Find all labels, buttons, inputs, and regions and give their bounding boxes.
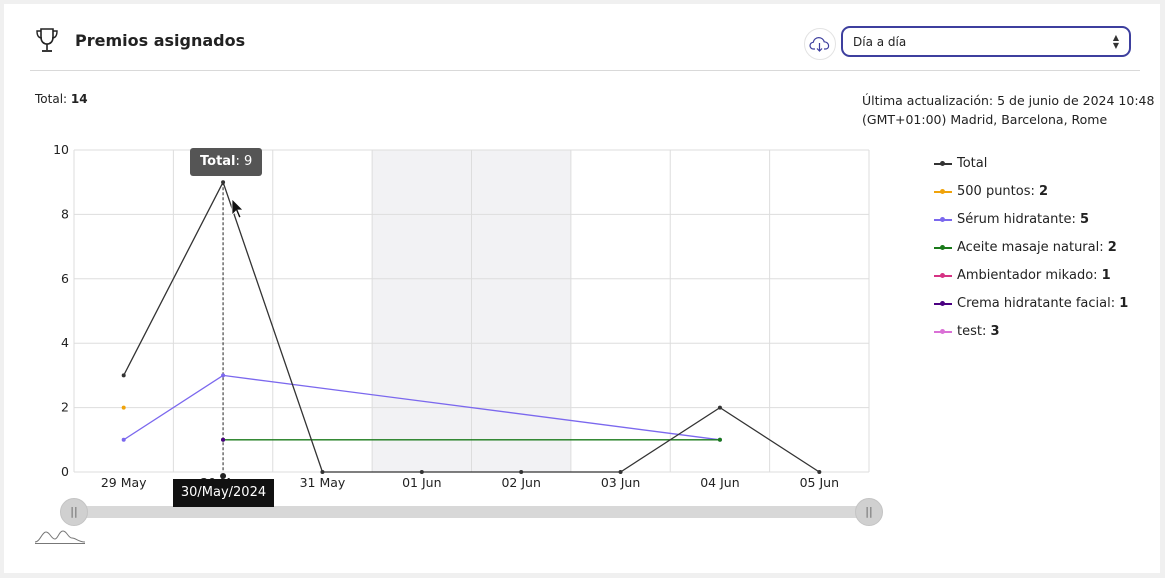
x-tick-label: 05 Jun xyxy=(800,475,839,490)
data-point xyxy=(221,437,226,442)
range-slider-right-handle[interactable]: || xyxy=(855,498,883,526)
x-tick-label: 29 May xyxy=(101,475,147,490)
data-point xyxy=(618,470,623,474)
legend-series-name: Sérum hidratante: xyxy=(957,212,1080,227)
legend-item[interactable]: Crema hidratante facial: 1 xyxy=(932,296,1152,324)
legend-series-name: Aceite masaje natural: xyxy=(957,240,1108,255)
legend-item[interactable]: Aceite masaje natural: 2 xyxy=(932,240,1152,268)
data-point xyxy=(221,373,226,378)
legend-dot xyxy=(940,161,945,166)
range-slider-left-handle[interactable]: || xyxy=(60,498,88,526)
y-tick-label: 6 xyxy=(61,271,69,286)
legend-item[interactable]: test: 3 xyxy=(932,324,1152,352)
legend-series-name: 500 puntos: xyxy=(957,184,1040,199)
legend-series-total: 2 xyxy=(1039,184,1049,199)
mouse-cursor-icon xyxy=(231,198,244,219)
last-update-timezone: (GMT+01:00) Madrid, Barcelona, Rome xyxy=(862,112,1108,127)
x-tick-label: 04 Jun xyxy=(700,475,739,490)
data-point xyxy=(121,405,126,410)
legend-dot xyxy=(940,217,945,222)
legend-label: Ambientador mikado: 1 xyxy=(957,268,1111,283)
data-point xyxy=(320,470,325,474)
legend-label: test: 3 xyxy=(957,324,1000,339)
legend-label: Sérum hidratante: 5 xyxy=(957,212,1089,227)
legend-label: Total xyxy=(957,156,987,171)
legend-item[interactable]: 500 puntos: 2 xyxy=(932,184,1152,212)
data-point xyxy=(817,470,822,474)
tooltip-label: Total xyxy=(200,154,236,169)
legend-label: Aceite masaje natural: 2 xyxy=(957,240,1117,255)
legend-label: 500 puntos: 2 xyxy=(957,184,1048,199)
legend-series-total: 1 xyxy=(1101,268,1111,283)
y-tick-label: 4 xyxy=(61,335,69,350)
total-label: Total: xyxy=(35,92,68,106)
period-select[interactable]: Día a día ▲ ▼ xyxy=(841,26,1131,57)
legend-dot xyxy=(940,329,945,334)
y-tick-label: 0 xyxy=(61,464,69,479)
legend-dot xyxy=(940,301,945,306)
chart-tooltip: Total: 9 xyxy=(190,148,263,176)
data-point xyxy=(519,470,524,474)
legend-series-name: Crema hidratante facial: xyxy=(957,296,1120,311)
data-point xyxy=(121,437,126,442)
legend-dot xyxy=(940,189,945,194)
data-point xyxy=(717,405,722,410)
y-tick-label: 2 xyxy=(61,400,69,415)
legend-series-name: Total xyxy=(957,156,988,171)
period-select-value: Día a día xyxy=(853,35,907,49)
sparkline-icon xyxy=(34,530,86,544)
legend-item[interactable]: Total xyxy=(932,156,1152,184)
last-update-line1: Última actualización: 5 de junio de 2024… xyxy=(862,93,1155,108)
x-tick-label: 01 Jun xyxy=(402,475,441,490)
total-value: 14 xyxy=(70,92,88,106)
chart-legend: Total 500 puntos: 2 Sérum hidratante: 5 Ace… xyxy=(932,156,1152,352)
trophy-icon xyxy=(36,28,58,52)
legend-label: Crema hidratante facial: 1 xyxy=(957,296,1128,311)
legend-dot xyxy=(940,273,945,278)
premios-card: Premios asignados Día a día ▲ ▼ Total: 14… xyxy=(4,4,1160,573)
legend-item[interactable]: Sérum hidratante: 5 xyxy=(932,212,1152,240)
legend-series-total: 5 xyxy=(1079,212,1090,227)
cloud-download-icon xyxy=(809,36,830,52)
y-tick-label: 8 xyxy=(61,206,69,221)
data-point xyxy=(419,470,424,474)
tooltip-value: 9 xyxy=(244,154,253,169)
data-point xyxy=(717,437,722,442)
card-header: Premios asignados Día a día ▲ ▼ xyxy=(30,22,1140,71)
y-tick-label: 10 xyxy=(53,142,69,157)
last-update: Última actualización: 5 de junio de 2024… xyxy=(862,91,1162,129)
legend-dot xyxy=(940,245,945,250)
legend-series-name: Ambientador mikado: xyxy=(957,268,1102,283)
legend-series-total: 1 xyxy=(1119,296,1129,311)
x-tick-label: 31 May xyxy=(300,475,346,490)
weekend-band xyxy=(471,150,571,472)
series-line xyxy=(123,180,820,473)
x-tick-label: 03 Jun xyxy=(601,475,640,490)
weekend-band xyxy=(372,150,472,472)
data-point xyxy=(121,373,126,378)
x-tick-label: 02 Jun xyxy=(501,475,540,490)
page-title: Premios asignados xyxy=(75,31,246,50)
range-slider-track[interactable] xyxy=(74,506,870,518)
legend-series-total: 2 xyxy=(1107,240,1117,255)
crosshair-x-label: 30/May/2024 xyxy=(173,479,274,507)
total-summary: Total: 14 xyxy=(35,92,88,106)
download-button[interactable] xyxy=(804,28,836,60)
data-point xyxy=(221,180,226,185)
legend-item[interactable]: Ambientador mikado: 1 xyxy=(932,268,1152,296)
legend-series-total: 3 xyxy=(990,324,1000,339)
crosshair-marker xyxy=(220,473,227,479)
legend-series-name: test: xyxy=(957,324,991,339)
select-arrows-icon: ▲ ▼ xyxy=(1112,33,1119,50)
